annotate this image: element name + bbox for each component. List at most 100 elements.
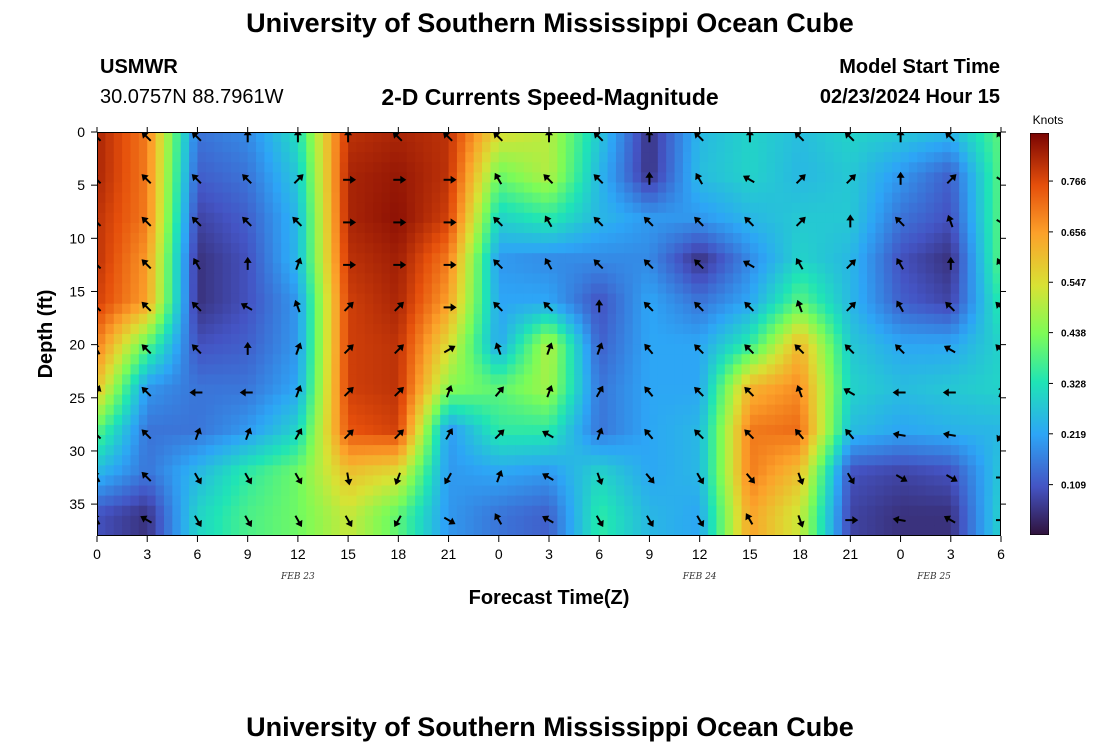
heatmap-cell: [632, 142, 642, 153]
heatmap-cell: [632, 334, 642, 345]
heatmap-cell: [398, 212, 408, 224]
heatmap-cell: [331, 263, 341, 274]
heatmap-cell: [214, 263, 224, 274]
heatmap-cell: [423, 515, 433, 527]
heatmap-cell: [716, 273, 726, 285]
heatmap-cell: [314, 435, 324, 446]
heatmap-cell: [950, 243, 960, 254]
heatmap-cell: [180, 192, 190, 204]
heatmap-cell: [783, 313, 793, 325]
heatmap-cell: [205, 525, 215, 536]
heatmap-cell: [297, 323, 307, 335]
heatmap-cell: [607, 465, 617, 476]
heatmap-cell: [682, 475, 692, 487]
heatmap-cell: [666, 253, 676, 264]
heatmap-cell: [97, 162, 106, 173]
heatmap-cell: [825, 253, 835, 264]
heatmap-cell: [975, 465, 985, 476]
heatmap-cell: [607, 384, 617, 396]
heatmap-cell: [758, 313, 768, 325]
heatmap-cell: [708, 495, 718, 507]
heatmap-cell: [448, 263, 458, 274]
heatmap-cell: [448, 273, 458, 285]
heatmap-cell: [465, 374, 475, 386]
heatmap-cell: [113, 515, 123, 527]
heatmap-cell: [222, 172, 232, 184]
heatmap-cell: [749, 334, 759, 345]
heatmap-cell: [297, 354, 307, 365]
heatmap-cell: [850, 495, 860, 507]
heatmap-cell: [440, 172, 450, 184]
heatmap-cell: [716, 152, 726, 163]
heatmap-cell: [841, 404, 851, 416]
heatmap-cell: [540, 192, 550, 204]
heatmap-cell: [641, 364, 651, 375]
heatmap-cell: [205, 475, 215, 487]
heatmap-cell: [189, 303, 199, 315]
heatmap-cell: [741, 374, 751, 386]
heatmap-cell: [775, 172, 784, 184]
heatmap-cell: [992, 233, 1001, 244]
heatmap-cell: [975, 394, 985, 406]
heatmap-cell: [306, 222, 316, 234]
heatmap-cell: [975, 202, 985, 214]
heatmap-cell: [239, 475, 249, 487]
heatmap-cell: [657, 233, 667, 244]
heatmap-cell: [850, 435, 860, 446]
heatmap-cell: [239, 374, 249, 386]
heatmap-cell: [984, 132, 994, 143]
heatmap-cell: [749, 222, 759, 234]
heatmap-cell: [716, 435, 726, 446]
heatmap-cell: [222, 182, 232, 194]
heatmap-cell: [172, 495, 182, 507]
heatmap-cell: [272, 445, 282, 456]
heatmap-cell: [708, 525, 718, 536]
heatmap-cell: [959, 303, 969, 315]
heatmap-cell: [615, 515, 625, 527]
heatmap-cell: [708, 384, 718, 396]
heatmap-cell: [908, 303, 918, 315]
heatmap-cell: [423, 364, 433, 375]
heatmap-cell: [900, 374, 910, 386]
x-axis-label: Forecast Time(Z): [469, 587, 630, 609]
heatmap-cell: [724, 515, 734, 527]
heatmap-cell: [950, 404, 960, 416]
heatmap-cell: [775, 273, 784, 285]
heatmap-cell: [473, 485, 483, 497]
heatmap-cell: [456, 515, 466, 527]
heatmap-cell: [515, 192, 525, 204]
heatmap-cell: [741, 334, 751, 345]
heatmap-cell: [615, 364, 625, 375]
heatmap-cell: [615, 222, 625, 234]
heatmap-cell: [364, 424, 374, 436]
heatmap-cell: [205, 293, 215, 305]
heatmap-cell: [540, 243, 550, 254]
heatmap-cell: [607, 334, 617, 345]
heatmap-cell: [900, 485, 910, 497]
heatmap-cell: [364, 485, 374, 497]
heatmap-cell: [674, 384, 684, 396]
heatmap-cell: [423, 344, 433, 355]
heatmap-cell: [172, 313, 182, 325]
heatmap-cell: [649, 404, 659, 416]
heatmap-cell: [934, 505, 944, 517]
heatmap-cell: [214, 445, 224, 456]
heatmap-cell: [364, 263, 374, 274]
heatmap-cell: [950, 465, 960, 476]
heatmap-cell: [97, 414, 106, 426]
heatmap-cell: [155, 435, 165, 446]
heatmap-cell: [925, 475, 935, 487]
heatmap-cell: [264, 455, 274, 466]
heatmap-cell: [415, 424, 425, 436]
heatmap-cell: [858, 303, 868, 315]
heatmap-cell: [783, 435, 793, 446]
heatmap-cell: [389, 283, 399, 295]
heatmap-cell: [917, 142, 927, 153]
heatmap-cell: [624, 313, 634, 325]
heatmap-cell: [281, 313, 291, 325]
heatmap-cell: [456, 233, 466, 244]
heatmap-cell: [247, 263, 257, 274]
heatmap-cell: [657, 445, 667, 456]
heatmap-cell: [230, 435, 240, 446]
heatmap-cell: [925, 334, 935, 345]
